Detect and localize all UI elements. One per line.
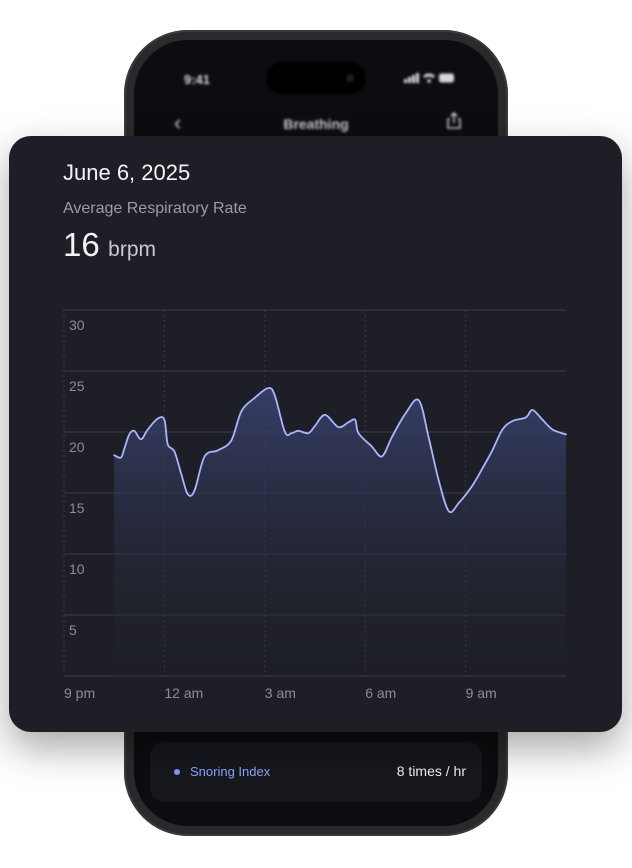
snoring-dot-icon <box>174 769 180 775</box>
x-tick-label: 12 am <box>164 685 203 701</box>
share-icon[interactable] <box>446 112 462 130</box>
back-chevron-icon[interactable]: ‹ <box>174 110 182 135</box>
metric-row: 16 brpm <box>63 226 156 264</box>
snoring-index-card[interactable]: Snoring Index 8 times / hr <box>150 742 482 802</box>
y-tick-label: 20 <box>69 439 85 455</box>
metric-unit: brpm <box>108 238 157 261</box>
y-tick-label: 15 <box>69 500 85 516</box>
date-heading: June 6, 2025 <box>63 160 191 185</box>
series-line <box>113 387 567 514</box>
dynamic-island <box>266 62 366 94</box>
y-tick-label: 25 <box>69 378 85 394</box>
snoring-index-value: 8 times / hr <box>396 763 466 779</box>
y-tick-label: 5 <box>69 622 77 638</box>
metric-value: 16 <box>63 226 100 263</box>
chart-area <box>113 387 567 676</box>
status-time: 9:41 <box>184 72 211 87</box>
signal-wifi-battery-icon <box>404 73 454 83</box>
x-tick-label: 9 pm <box>64 685 95 701</box>
respiratory-rate-card: June 6, 2025 Average Respiratory Rate 16… <box>9 136 622 732</box>
x-tick-label: 6 am <box>365 685 396 701</box>
metric-label: Average Respiratory Rate <box>63 200 247 217</box>
x-tick-label: 9 am <box>466 685 497 701</box>
y-tick-label: 10 <box>69 561 85 577</box>
y-tick-label: 30 <box>69 317 85 333</box>
chart-ticks: 9 pm 12 am 3 am 6 am 9 am 30 25 20 15 10 5 <box>64 317 497 701</box>
snoring-index-label: Snoring Index <box>190 764 271 779</box>
series-area-fill <box>114 387 566 676</box>
status-icons <box>404 72 456 87</box>
camera-dot <box>346 74 354 82</box>
x-tick-label: 3 am <box>265 685 296 701</box>
nav-title: Breathing <box>283 116 349 132</box>
respiratory-rate-chart: 9 pm 12 am 3 am 6 am 9 am 30 25 20 15 10 5 <box>63 309 567 701</box>
